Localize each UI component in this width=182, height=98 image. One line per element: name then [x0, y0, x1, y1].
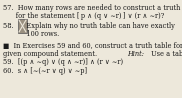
Text: 59.  [(p ∧ ∼q) ∨ (q ∧ ∼r)] ∧ (r ∨ ∼r): 59. [(p ∧ ∼q) ∨ (q ∧ ∼r)] ∧ (r ∨ ∼r)	[3, 58, 123, 66]
Text: 57.  How many rows are needed to construct a truth table: 57. How many rows are needed to construc…	[3, 4, 182, 12]
Text: 58.      Explain why no truth table can have exactly: 58. Explain why no truth table can have …	[3, 22, 175, 30]
Text: Use a table with 16 rows.: Use a table with 16 rows.	[149, 50, 182, 58]
Text: given compound statement.: given compound statement.	[3, 50, 99, 58]
Text: 100 rows.: 100 rows.	[3, 30, 59, 38]
Text: ■  In Exercises 59 and 60, construct a truth table for the: ■ In Exercises 59 and 60, construct a tr…	[3, 42, 182, 50]
Text: for the statement [ p ∧ (q ∨ ∼r) ] ∨ (r ∧ ∼r)?: for the statement [ p ∧ (q ∨ ∼r) ] ∨ (r …	[3, 12, 164, 20]
Text: 60.  s ∧ [∼(∼r ∨ q) ∨ ∼p]: 60. s ∧ [∼(∼r ∨ q) ∨ ∼p]	[3, 67, 87, 75]
Bar	[18, 19, 27, 33]
Text: Hint:: Hint:	[127, 50, 144, 58]
